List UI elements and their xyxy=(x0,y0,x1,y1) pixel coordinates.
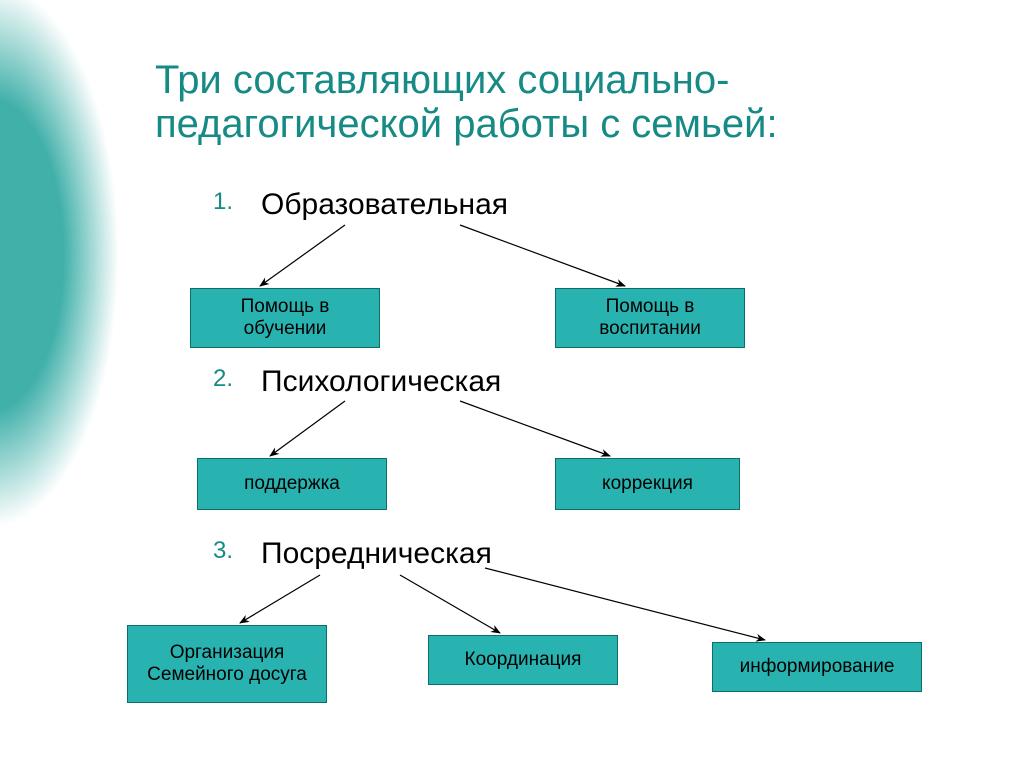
section-1: 1. Образовательная xyxy=(205,188,508,222)
box-text: Помощь в воспитании xyxy=(564,296,736,340)
box-edu-learn: Помощь в обучении xyxy=(190,288,380,348)
list-number-2: 2. xyxy=(205,365,233,393)
section-2: 2. Психологическая xyxy=(205,365,501,399)
slide-title: Три составляющих социально-педагогическо… xyxy=(155,58,935,146)
box-med-inform: информирование xyxy=(712,642,922,692)
box-text: Помощь в обучении xyxy=(199,296,371,340)
box-text: поддержка xyxy=(244,473,340,495)
box-psy-correct: коррекция xyxy=(555,458,740,510)
slide: Три составляющих социально-педагогическо… xyxy=(0,0,1024,767)
box-med-coord: Координация xyxy=(428,635,618,685)
list-label-3: Посредническая xyxy=(261,537,492,571)
box-text: информирование xyxy=(740,656,895,678)
box-psy-support: поддержка xyxy=(197,458,387,510)
box-med-leisure: Организация Семейного досуга xyxy=(127,625,327,703)
box-text: Организация Семейного досуга xyxy=(136,642,318,686)
box-edu-upbring: Помощь в воспитании xyxy=(555,288,745,348)
list-number-3: 3. xyxy=(205,537,233,565)
list-number-1: 1. xyxy=(205,188,233,216)
box-text: Координация xyxy=(465,649,582,671)
section-3: 3. Посредническая xyxy=(205,537,492,571)
list-label-1: Образовательная xyxy=(261,188,508,222)
box-text: коррекция xyxy=(602,473,693,495)
list-label-2: Психологическая xyxy=(261,365,501,399)
